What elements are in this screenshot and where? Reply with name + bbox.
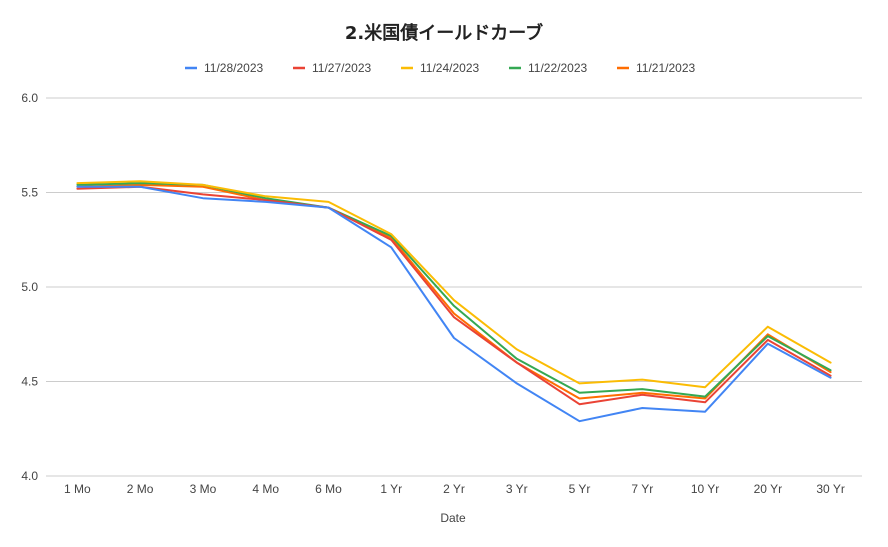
x-tick-label: 10 Yr [691,482,719,496]
series-line-11-28-2023 [76,185,832,423]
legend-item: 11/27/2023 [293,61,371,75]
legend-label: 11/27/2023 [312,61,371,75]
y-tick-label: 4.5 [21,375,38,389]
chart-title: 2.米国債イールドカーブ [345,22,543,44]
x-tick-label: 3 Yr [506,482,528,496]
y-axis-ticks: 6.0 5.5 5.0 4.5 4.0 [21,91,38,483]
x-tick-label: 30 Yr [816,482,844,496]
y-tick-label: 6.0 [21,91,38,105]
legend-label: 11/24/2023 [420,61,479,75]
legend-label: 11/21/2023 [636,61,695,75]
x-tick-label: 3 Mo [190,482,217,496]
y-tick-label: 5.0 [21,280,38,294]
grid-lines [46,97,862,477]
legend-item: 11/28/2023 [185,61,263,75]
y-tick-label: 5.5 [21,186,38,200]
x-tick-label: 6 Mo [315,482,342,496]
x-tick-label: 1 Mo [64,482,91,496]
series-line-11-21-2023 [76,183,832,400]
x-tick-label: 4 Mo [252,482,279,496]
legend-label: 11/28/2023 [204,61,263,75]
series-line-11-22-2023 [76,182,832,398]
legend-label: 11/22/2023 [528,61,587,75]
series-line-11-24-2023 [76,180,832,389]
x-axis-title: Date [440,511,466,525]
y-tick-label: 4.0 [21,469,38,483]
x-axis-ticks: 1 Mo 2 Mo 3 Mo 4 Mo 6 Mo 1 Yr 2 Yr 3 Yr 5 Yr 7 Yr… [64,482,845,496]
legend-item: 11/24/2023 [401,61,479,75]
series-line-11-27-2023 [76,185,832,406]
x-tick-label: 7 Yr [631,482,653,496]
x-tick-label: 5 Yr [569,482,591,496]
x-tick-label: 20 Yr [754,482,782,496]
x-tick-label: 2 Yr [443,482,465,496]
legend-item: 11/22/2023 [509,61,587,75]
legend: 11/28/2023 11/27/2023 11/24/2023 11/22/2023… [185,61,695,75]
x-tick-label: 1 Yr [380,482,402,496]
series-lines [76,180,832,423]
x-tick-label: 2 Mo [127,482,154,496]
legend-item: 11/21/2023 [617,61,695,75]
